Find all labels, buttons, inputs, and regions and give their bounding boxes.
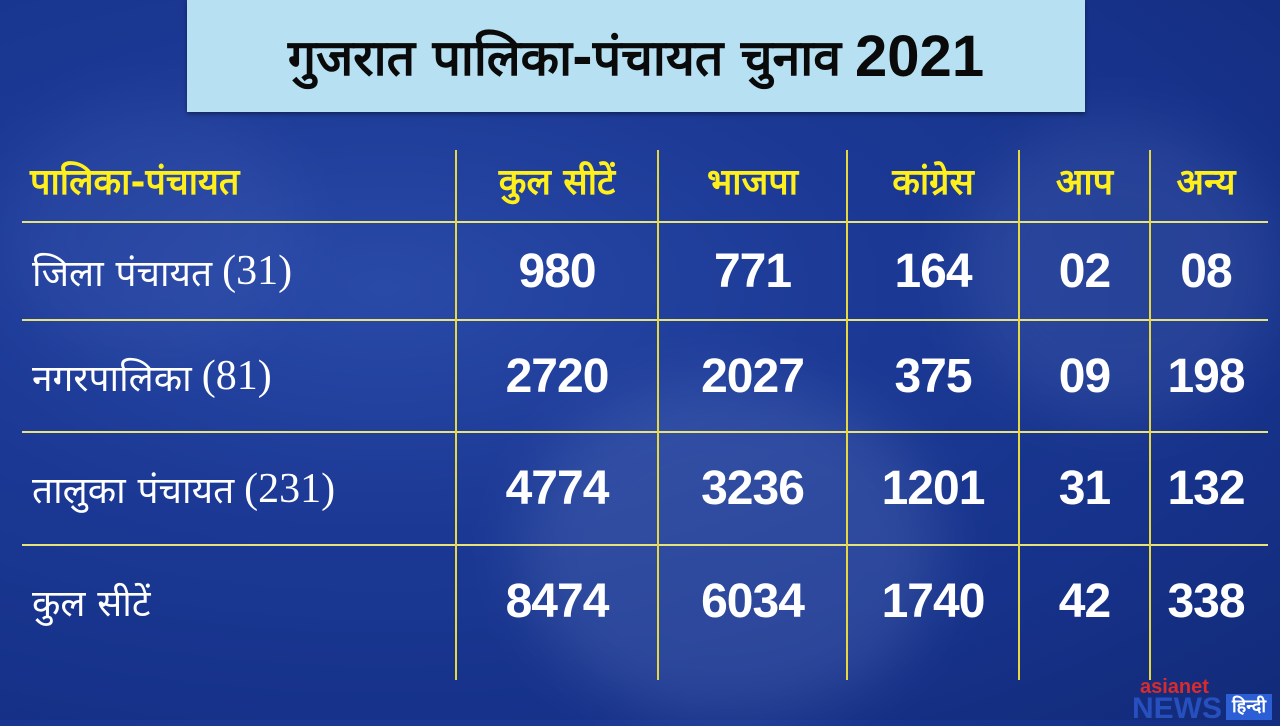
title-text: गुजरात पालिका-पंचायत चुनाव bbox=[287, 29, 842, 87]
row-label-total-seats: कुल सीटें bbox=[32, 546, 452, 656]
logo-language-badge: हिन्दी bbox=[1225, 694, 1272, 720]
table-cell: 08 bbox=[1180, 244, 1232, 298]
table-cell: 1201 bbox=[881, 462, 986, 515]
table-cell: 42 bbox=[1058, 574, 1111, 628]
row-label-taluka-panchayat: तालुका पंचायत (231) bbox=[32, 433, 452, 544]
table-cell: 198 bbox=[1167, 349, 1245, 403]
grid-line-horizontal bbox=[22, 544, 1268, 546]
header-cell-type: पालिका-पंचायत bbox=[30, 161, 240, 203]
row-label-text: तालुका पंचायत bbox=[32, 469, 235, 512]
table-cell: 8474 bbox=[505, 574, 610, 628]
row-label-text: जिला पंचायत bbox=[32, 251, 213, 295]
table-cell: 771 bbox=[713, 244, 792, 298]
grid-line-horizontal bbox=[22, 431, 1268, 433]
background-blur bbox=[960, 120, 1280, 420]
grid-line-horizontal bbox=[22, 221, 1268, 223]
background-blur bbox=[0, 100, 300, 360]
table-cell: 02 bbox=[1058, 244, 1111, 298]
grid-line-horizontal bbox=[22, 319, 1268, 321]
table-cell: 4774 bbox=[505, 462, 610, 515]
row-label-count: (81) bbox=[201, 353, 272, 399]
table-cell: 6034 bbox=[701, 574, 805, 628]
grid-line-vertical bbox=[846, 150, 848, 680]
grid-line-vertical bbox=[455, 150, 457, 680]
asianet-news-logo: asianet NEWS हिन्दी bbox=[1092, 676, 1272, 725]
table-cell: 338 bbox=[1167, 574, 1245, 628]
logo-news: NEWS bbox=[1132, 692, 1222, 725]
grid-line-vertical bbox=[1018, 150, 1020, 680]
table-cell: 2720 bbox=[505, 349, 610, 403]
table-cell: 31 bbox=[1058, 462, 1111, 515]
table-cell: 2027 bbox=[701, 349, 805, 403]
logo-brand: asianet bbox=[1140, 676, 1209, 698]
row-label-text: नगरपालिका bbox=[32, 356, 192, 400]
header-cell-bjp: भाजपा bbox=[706, 161, 799, 203]
row-label-text: कुल सीटें bbox=[32, 581, 151, 625]
header-cell-congress: कांग्रेस bbox=[892, 161, 974, 203]
grid-line-vertical bbox=[657, 150, 659, 680]
header-cell-others: अन्य bbox=[1176, 161, 1236, 203]
row-label-count: (231) bbox=[244, 465, 336, 512]
row-label-municipality: नगरपालिका (81) bbox=[32, 321, 452, 431]
table-cell: 164 bbox=[894, 244, 972, 298]
title-banner: गुजरात पालिका-पंचायत चुनाव 2021 bbox=[187, 0, 1085, 112]
background-blur bbox=[520, 380, 940, 720]
table-cell: 1740 bbox=[881, 574, 986, 628]
title-year: 2021 bbox=[855, 23, 985, 89]
header-cell-aap: आप bbox=[1055, 161, 1114, 203]
table-cell: 3236 bbox=[701, 462, 805, 515]
table-cell: 132 bbox=[1167, 462, 1245, 515]
row-label-district-panchayat: जिला पंचायत (31) bbox=[32, 223, 452, 319]
table-cell: 375 bbox=[894, 349, 972, 403]
table-cell: 09 bbox=[1058, 349, 1111, 403]
header-cell-total-seats: कुल सीटें bbox=[498, 161, 616, 203]
row-label-count: (31) bbox=[222, 248, 293, 294]
grid-line-vertical bbox=[1149, 150, 1151, 680]
table-cell: 980 bbox=[518, 244, 596, 298]
